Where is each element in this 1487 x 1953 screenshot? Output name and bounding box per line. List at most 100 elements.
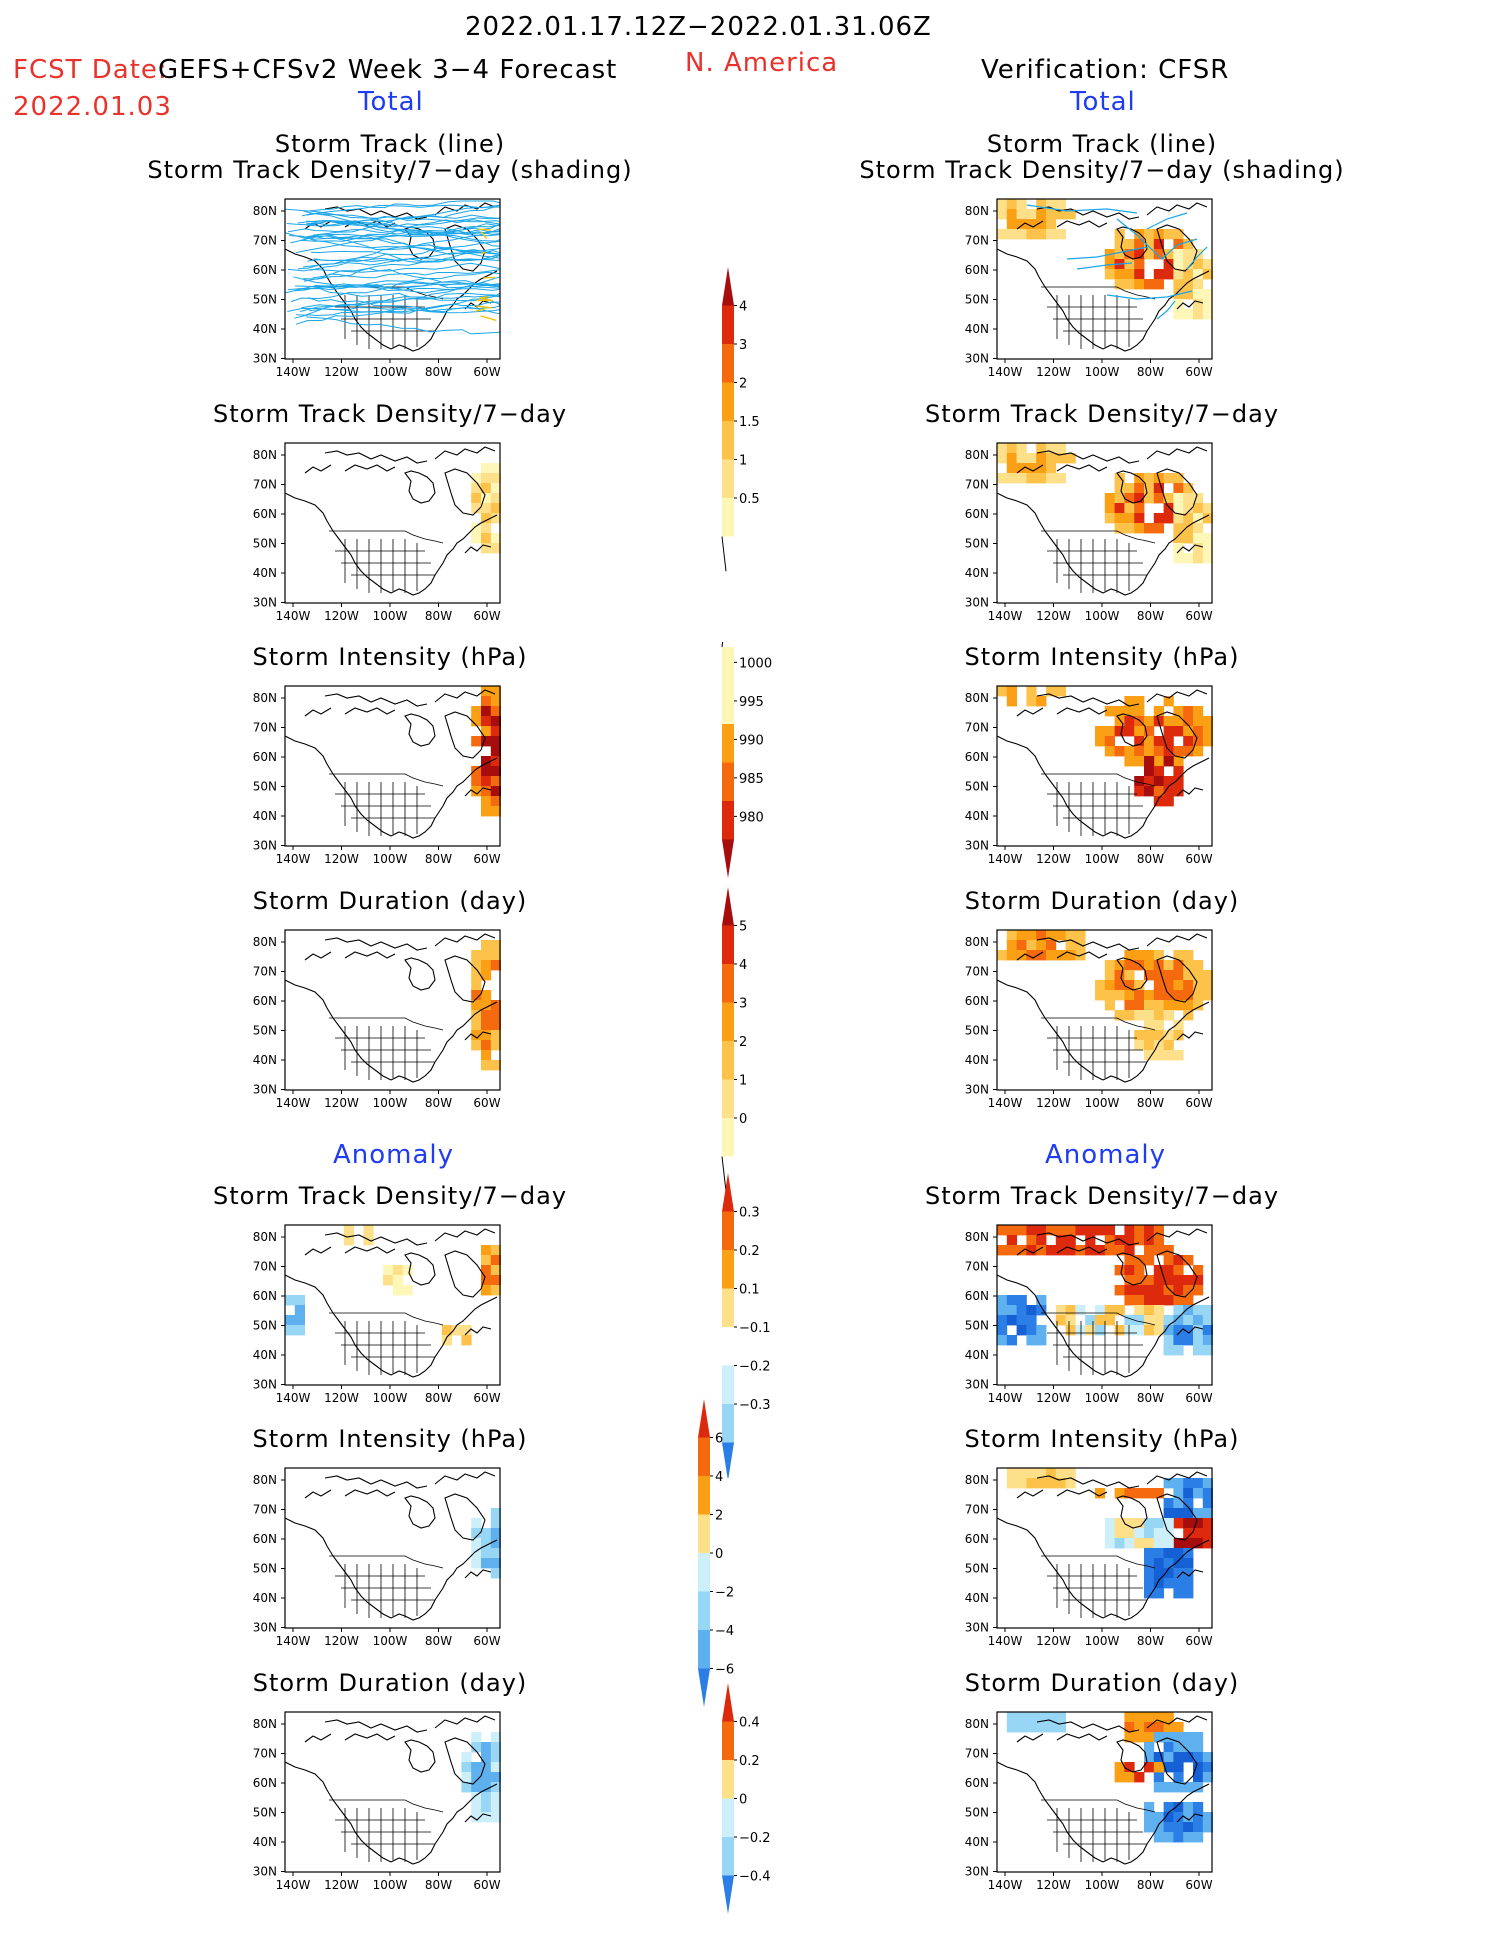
shaded-cell [1193,706,1203,716]
shaded-cell [1183,1488,1193,1498]
shaded-cell [1017,940,1027,950]
shaded-cell [1144,1245,1154,1255]
shaded-cell [1007,199,1017,209]
colorbar-label: 1.5 [739,415,760,430]
shaded-cell [1134,1538,1144,1548]
lon-label: 100W [373,1878,408,1892]
shaded-cell [1164,716,1174,726]
lat-label: 50N [253,293,277,307]
lon-label: 80W [1137,609,1164,623]
state-border [329,1313,443,1325]
lon-label: 60W [473,1096,500,1110]
shaded-cell [1164,1010,1174,1020]
title-right-density-anom: Storm Track Density/7−day [892,1182,1312,1210]
lat-label: 70N [965,1260,989,1274]
lon-label: 60W [1185,1391,1212,1405]
shaded-cell [1183,1548,1193,1558]
shaded-cell [1007,209,1017,219]
shaded-cell [1124,1000,1134,1010]
colorbar-label: 1 [739,454,747,469]
shaded-cell [1095,980,1105,990]
shaded-cell [1026,473,1036,483]
section-anomaly-left: Anomaly [333,1140,454,1170]
lon-label: 80W [425,1878,452,1892]
lat-label: 50N [253,1024,277,1038]
shaded-cell [1134,706,1144,716]
shaded-cell [1183,279,1193,289]
shaded-cell [1124,1010,1134,1020]
map-border [285,1225,500,1385]
shaded-cell [1164,1050,1174,1060]
shaded-cell [997,453,1007,463]
shaded-cell [1115,726,1125,736]
shaded-cell [1036,1722,1046,1732]
shaded-cell [1154,1548,1164,1558]
shaded-cell [1046,209,1056,219]
colorbar-swatch [698,1592,710,1631]
shaded-cell [1193,1822,1203,1832]
shaded-cell [1007,686,1017,696]
shaded-cell [1154,1050,1164,1060]
shaded-cell [1164,513,1174,523]
shaded-cell [1026,1722,1036,1732]
colorbar-swatch [722,498,734,537]
colorbar-triangle [722,267,734,306]
state-border [329,1018,443,1030]
shaded-cell [1007,453,1017,463]
shaded-cell [1056,930,1066,940]
colorbar-label: 3 [739,997,747,1012]
shaded-cell [1173,960,1183,970]
shaded-cell [1164,776,1174,786]
shaded-cell [1144,1568,1154,1578]
lon-label: 60W [473,852,500,866]
shaded-cell [1124,746,1134,756]
lat-label: 40N [965,1835,989,1849]
shaded-cell [1173,483,1183,493]
title-left-intensity: Storm Intensity (hPa) [200,643,580,671]
colorbar-label: 2 [739,1035,747,1050]
lon-label: 100W [1085,1634,1120,1648]
shaded-cell [1105,746,1115,756]
colorbar-label: 0 [715,1547,723,1562]
shaded-cell [1124,1772,1134,1782]
shaded-cell [383,1265,393,1275]
shaded-cell [471,706,481,716]
lon-label: 120W [324,609,359,623]
lat-label: 80N [253,691,277,705]
shaded-cell [1007,1295,1017,1305]
shaded-cell [295,1305,305,1315]
shaded-cell [1115,279,1125,289]
lat-label: 60N [965,750,989,764]
shaded-cell [1173,1255,1183,1265]
lat-label: 70N [253,1747,277,1761]
shaded-cell [471,1558,481,1568]
title-right-density: Storm Track Density/7−day [892,400,1312,428]
shaded-cell [1017,1305,1027,1315]
shaded-cell [1134,1305,1144,1315]
shaded-cell [997,473,1007,483]
shaded-cell [1154,1010,1164,1020]
shaded-cell [1007,1712,1017,1722]
colorbar-triangle [722,1683,734,1722]
coastline [345,952,395,958]
shaded-cell [1144,1548,1154,1558]
lat-label: 80N [253,448,277,462]
shaded-cell [1007,463,1017,473]
shaded-cell [1124,523,1134,533]
shaded-cell [1193,553,1203,563]
shaded-cell [481,1802,491,1812]
shaded-cell [1124,513,1134,523]
coastline [325,938,427,950]
shaded-cell [1164,970,1174,980]
colorbar-label: 3 [739,338,747,353]
coastline [1037,694,1139,706]
shaded-cell [1105,1305,1115,1315]
shaded-cell [1105,1538,1115,1548]
shaded-cell [1026,1225,1036,1235]
